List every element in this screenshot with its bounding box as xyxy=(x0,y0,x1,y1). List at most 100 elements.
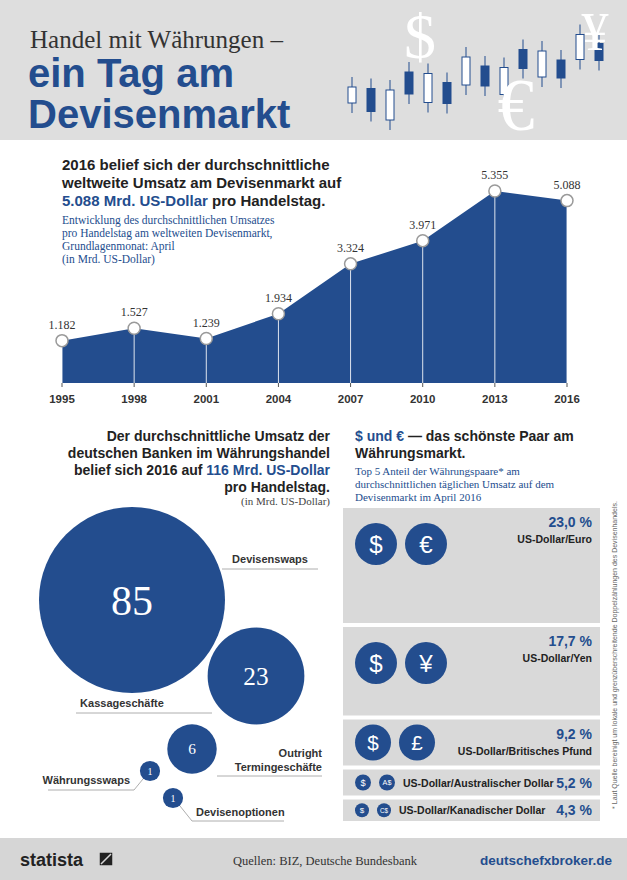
candle-body xyxy=(424,74,432,103)
category-label: US-Dollar/Australischer Dollar xyxy=(403,777,554,789)
currency-symbol: ¥ xyxy=(418,650,433,677)
category-label: US-Dollar/Britisches Pfund xyxy=(458,745,592,757)
grid-line xyxy=(350,264,351,383)
category-label: US-Dollar/Euro xyxy=(517,533,592,545)
chart-subtitle: Grundlagenmonat: April xyxy=(62,240,175,253)
currency-icon xyxy=(355,642,397,684)
data-label: 23,0 % xyxy=(548,514,592,530)
tick-mark xyxy=(350,383,351,387)
infographic: $€¥Handel mit Währungen –ein Tag amDevis… xyxy=(0,0,627,880)
currency-icon xyxy=(399,725,435,761)
point-marker xyxy=(417,235,429,247)
point-marker xyxy=(345,258,357,270)
currency-icon xyxy=(377,803,391,817)
currency-icon xyxy=(379,775,395,791)
point-marker xyxy=(561,195,573,207)
title-text: pro Handelstag. xyxy=(208,192,326,209)
data-label: 5.355 xyxy=(481,168,508,182)
category-label: Kassageschäfte xyxy=(80,697,164,709)
header-title: Devisenmarkt xyxy=(28,92,290,136)
data-label: 85 xyxy=(111,578,153,624)
title-text: 2016 belief sich der durchschnittliche w… xyxy=(62,156,341,191)
currency-symbol: $ xyxy=(369,650,383,677)
data-label: 3.971 xyxy=(409,218,436,232)
currency-icon xyxy=(355,523,397,565)
chart-title: 2016 belief sich der durchschnittliche w… xyxy=(62,156,354,210)
category-label: Währungsswaps xyxy=(43,774,130,786)
point-marker xyxy=(56,335,68,347)
tick-mark xyxy=(422,383,423,387)
data-label: 5,2 % xyxy=(556,775,592,791)
currency-icon xyxy=(405,642,447,684)
chart-subtitle: (in Mrd. US-Dollar) xyxy=(62,253,155,266)
tick-label: 2004 xyxy=(266,393,292,405)
footnote: * Laut Quelle bereinigt um lokale und gr… xyxy=(611,501,619,809)
data-label: 4,3 % xyxy=(556,802,592,818)
currency-symbol: £ xyxy=(411,731,423,754)
share-box xyxy=(343,770,600,796)
candle-body xyxy=(348,87,356,103)
title-highlight: 5.088 Mrd. US-Dollar xyxy=(62,192,208,209)
currency-icon xyxy=(355,725,391,761)
candle-body xyxy=(557,60,565,78)
footer-bg xyxy=(0,838,627,880)
candle-body xyxy=(538,51,546,77)
point-marker xyxy=(489,185,501,197)
tick-label: 2016 xyxy=(554,393,580,405)
candle-body xyxy=(386,90,394,120)
chart-subtitle: Entwicklung des durchschnittlichen Umsat… xyxy=(62,214,275,227)
chart-title: $ und € — das schönste Paar am Währungsm… xyxy=(355,428,610,462)
currency-symbol: $ xyxy=(367,731,379,754)
currency-icon xyxy=(405,523,447,565)
leader-line xyxy=(180,806,284,821)
grid-line xyxy=(134,328,135,383)
share-box xyxy=(343,720,600,766)
website: deutschefxbroker.de xyxy=(480,853,613,868)
tick-label: 2007 xyxy=(338,393,364,405)
candlesticks xyxy=(348,25,603,131)
candle-body xyxy=(367,89,375,112)
data-label: 1.527 xyxy=(121,305,148,319)
chart-subtitle: (in Mrd. US-Dollar) xyxy=(241,495,330,508)
tick-label: 2013 xyxy=(482,393,508,405)
tick-mark xyxy=(494,383,495,387)
grid-line xyxy=(494,191,495,383)
candle-body xyxy=(443,83,451,104)
share-box xyxy=(343,800,600,822)
data-label: 5.088 xyxy=(554,178,581,192)
brand: statista xyxy=(20,850,84,870)
grid-line xyxy=(567,201,568,383)
area xyxy=(62,191,567,383)
tick-mark xyxy=(567,383,568,387)
leader-line xyxy=(76,713,212,714)
data-label: 17,7 % xyxy=(548,633,592,649)
leader-line xyxy=(222,569,318,570)
currency-symbol: A$ xyxy=(383,778,392,787)
currency-symbol: $ xyxy=(360,778,365,788)
leader-line xyxy=(217,776,322,777)
title-highlight: $ und € xyxy=(355,428,404,444)
currency-icon xyxy=(355,803,369,817)
tick-mark xyxy=(206,383,207,387)
category-label: Outright Termingeschäfte xyxy=(222,746,322,774)
sources: Quellen: BIZ, Deutsche Bundesbank xyxy=(233,854,418,868)
grid-line xyxy=(422,241,423,383)
bubble xyxy=(208,628,305,725)
tick-mark xyxy=(134,383,135,387)
data-label: 1 xyxy=(171,793,176,804)
tick-label: 1998 xyxy=(121,393,147,405)
data-label: 9,2 % xyxy=(556,726,592,742)
tick-mark xyxy=(62,383,63,387)
candle-body xyxy=(481,66,489,86)
currency-symbol: $ xyxy=(360,806,365,815)
data-label: 6 xyxy=(188,740,196,757)
brand-icon xyxy=(99,852,113,866)
category-label: Devisenswaps xyxy=(232,553,308,565)
point-marker xyxy=(128,322,140,334)
category-label: US-Dollar/Yen xyxy=(523,652,592,664)
category-label: US-Dollar/Kanadischer Dollar xyxy=(399,804,545,816)
title-text: pro Handelstag. xyxy=(224,479,330,495)
chart-subtitle: pro Handelstag am weltweiten Devisenmark… xyxy=(62,227,273,240)
header-title: ein Tag am xyxy=(28,51,234,95)
data-label: 1.239 xyxy=(193,316,220,330)
